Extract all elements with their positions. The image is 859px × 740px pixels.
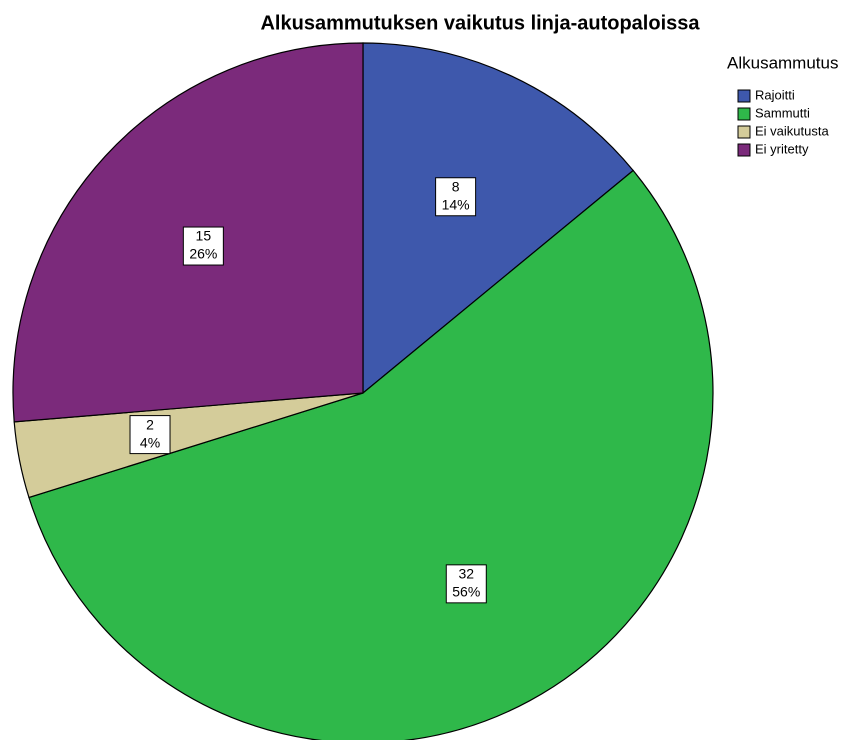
pie-slice (362, 42, 635, 395)
legend-swatch (737, 125, 751, 139)
data-label-box (129, 415, 171, 455)
pie-slice (28, 169, 714, 740)
data-label-percent: 56% (452, 584, 480, 600)
data-label-value: 2 (146, 416, 154, 432)
data-label: 814% (435, 177, 477, 217)
legend-swatch (737, 89, 751, 103)
data-label-percent: 26% (189, 246, 217, 262)
data-label: 24% (129, 415, 171, 455)
data-label-value: 32 (458, 566, 474, 582)
legend-title: Alkusammutus (727, 53, 838, 72)
legend-item: Sammutti (755, 105, 810, 120)
data-label-value: 15 (196, 228, 212, 244)
data-label-value: 8 (452, 178, 460, 194)
legend-swatch (737, 143, 751, 157)
data-label-percent: 14% (442, 196, 470, 212)
legend-swatch (737, 107, 751, 121)
data-label-percent: 4% (140, 434, 160, 450)
legend-item: Ei yritetty (755, 141, 809, 156)
data-label-box (182, 226, 224, 266)
data-label-box (445, 564, 487, 604)
legend-item: Rajoitti (755, 87, 795, 102)
chart-title: Alkusammutuksen vaikutus linja-autopaloi… (260, 12, 700, 34)
data-label-box (435, 177, 477, 217)
legend-item: Ei vaikutusta (755, 123, 829, 138)
